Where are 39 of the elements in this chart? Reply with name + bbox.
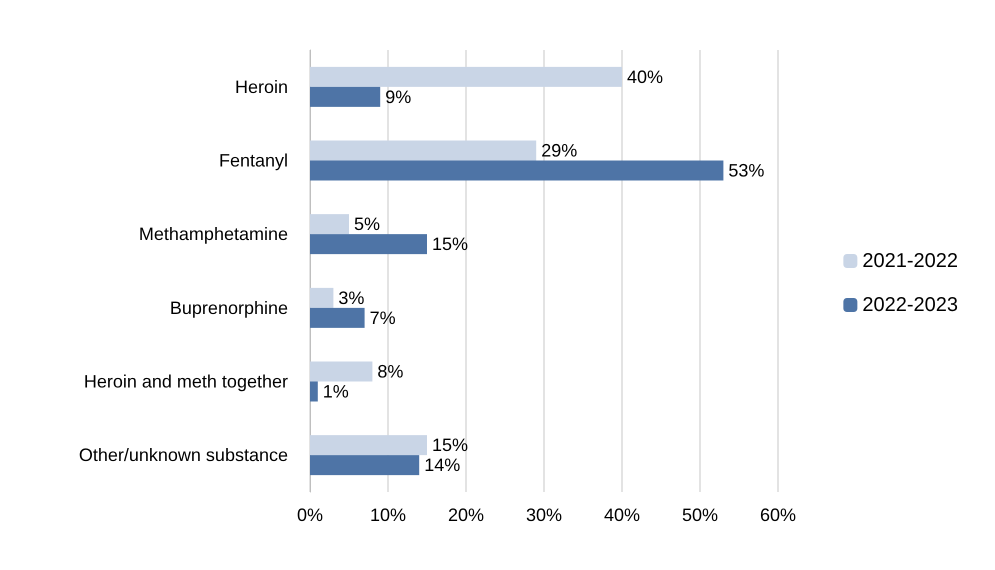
- bar: [310, 308, 365, 328]
- y-tick-label: Methamphetamine: [138, 224, 288, 244]
- data-label: 40%: [627, 66, 664, 87]
- bar: [310, 455, 420, 476]
- data-label: 53%: [728, 160, 764, 180]
- bar: [310, 214, 349, 234]
- data-label: 9%: [385, 86, 412, 107]
- data-label: 15%: [432, 234, 468, 254]
- data-label: 1%: [322, 382, 349, 402]
- x-tick-label: 60%: [760, 505, 796, 525]
- x-tick-label: 50%: [682, 505, 718, 525]
- x-tick-label: 10%: [370, 505, 406, 525]
- data-label: 29%: [541, 140, 578, 160]
- data-label: 14%: [424, 455, 460, 476]
- data-label: 5%: [354, 214, 380, 234]
- bar: [310, 66, 622, 87]
- x-tick-label: 0%: [296, 505, 324, 525]
- legend-label: 2021-2022: [862, 250, 958, 272]
- data-label: 15%: [432, 435, 468, 456]
- y-tick-label: Fentanyl: [218, 150, 288, 170]
- y-tick-label: Buprenorphine: [170, 298, 288, 318]
- bar: [310, 382, 318, 402]
- y-tick-label: Heroin and meth together: [84, 372, 288, 392]
- bar: [310, 234, 427, 254]
- y-tick-label: Other/unknown substance: [78, 445, 288, 466]
- x-tick-label: 30%: [526, 505, 562, 525]
- bar: [310, 362, 372, 382]
- x-tick-label: 20%: [448, 505, 484, 525]
- y-tick-label: Heroin: [234, 76, 288, 97]
- bar: [310, 140, 536, 160]
- legend-label: 2022-2023: [862, 294, 958, 316]
- data-label: 3%: [338, 288, 364, 308]
- bar: [310, 435, 427, 456]
- bar: [310, 288, 334, 308]
- data-label: 8%: [377, 362, 404, 382]
- data-label: 7%: [370, 308, 396, 328]
- x-tick-label: 40%: [604, 505, 640, 525]
- bar: [310, 160, 724, 180]
- bar: [310, 86, 380, 107]
